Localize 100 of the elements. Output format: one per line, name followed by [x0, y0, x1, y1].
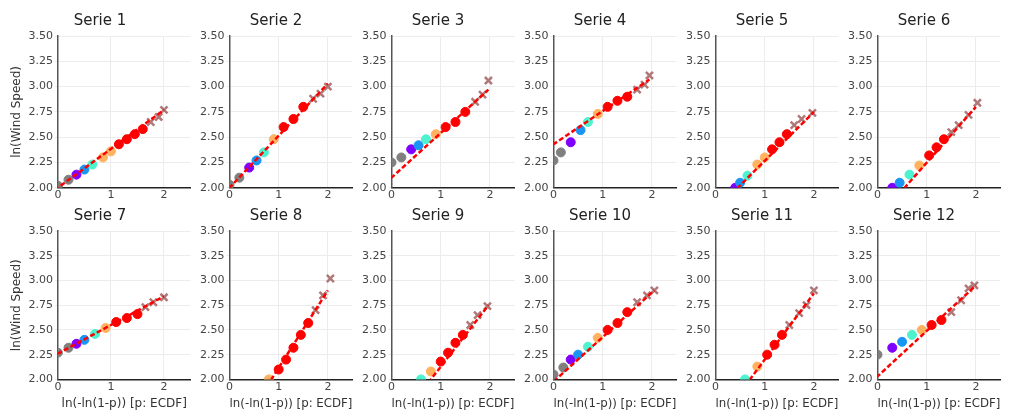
- y-tick-label: 2.50: [361, 130, 387, 144]
- x-tick-label: 2: [324, 379, 332, 393]
- y-tick-label: 3.25: [523, 54, 549, 68]
- y-tick-label: 2.00: [28, 180, 53, 194]
- x-tick-label: 0: [711, 188, 719, 202]
- x-tick-label: 2: [160, 188, 168, 202]
- x-axis-title: ln(-ln(1-p)) [p: ECDF]: [715, 395, 839, 410]
- point: [809, 285, 819, 296]
- x-tick-label: 0: [549, 188, 557, 202]
- point: [904, 169, 915, 180]
- chart-title: Serie 1: [73, 10, 127, 29]
- chart-title: Serie 9: [411, 205, 465, 224]
- x-tick-label: 1: [275, 188, 283, 202]
- y-tick-label: 2.75: [28, 298, 53, 312]
- point: [887, 342, 898, 353]
- point: [644, 70, 655, 81]
- y-tick-label: 3.25: [523, 248, 549, 262]
- x-axis-title: ln(-ln(1-p)) [p: ECDF]: [391, 395, 515, 410]
- y-tick-label: 2.50: [523, 130, 549, 144]
- y-tick-label: 3.00: [28, 79, 53, 93]
- x-tick-label: 2: [972, 379, 980, 393]
- x-tick-label: 2: [486, 379, 494, 393]
- y-tick-label: 2.50: [361, 322, 387, 336]
- x-axis-title: ln(-ln(1-p)) [p: ECDF]: [61, 395, 187, 410]
- point: [406, 144, 417, 155]
- y-tick-label: 2.00: [523, 372, 549, 386]
- y-tick-label: 2.25: [523, 155, 549, 169]
- x-tick-label: 1: [437, 379, 445, 393]
- y-tick-label: 2.50: [847, 130, 873, 144]
- y-tick-label: 2.00: [361, 372, 387, 386]
- point: [906, 329, 917, 340]
- y-tick-label: 3.25: [361, 248, 387, 262]
- x-tick-label: 0: [54, 188, 62, 202]
- x-tick-label: 1: [923, 188, 931, 202]
- chart-title: Serie 4: [573, 10, 627, 29]
- y-tick-label: 2.25: [28, 155, 53, 169]
- x-tick-label: 2: [486, 188, 494, 202]
- y-tick-label: 3.25: [28, 54, 53, 68]
- y-tick-label: 2.00: [361, 180, 387, 194]
- x-tick-label: 1: [275, 379, 283, 393]
- x-tick-label: 1: [761, 379, 769, 393]
- x-tick-label: 1: [107, 379, 115, 393]
- x-tick-label: 1: [923, 379, 931, 393]
- point: [413, 140, 424, 151]
- y-tick-label: 2.25: [685, 347, 711, 361]
- y-tick-label: 2.75: [199, 104, 225, 118]
- y-tick-label: 2.00: [199, 180, 225, 194]
- point: [555, 147, 566, 158]
- y-tick-label: 3.00: [523, 273, 549, 287]
- y-tick-label: 2.50: [847, 322, 873, 336]
- y-tick-label: 3.50: [847, 223, 873, 237]
- y-tick-label: 2.75: [685, 298, 711, 312]
- point: [972, 98, 983, 108]
- x-tick-label: 1: [599, 188, 607, 202]
- y-tick-label: 2.00: [685, 180, 711, 194]
- chart-title: Serie 11: [730, 205, 794, 224]
- point: [137, 124, 148, 135]
- y-tick-label: 2.00: [28, 372, 53, 386]
- x-tick-label: 2: [972, 188, 980, 202]
- point: [565, 354, 576, 365]
- chart-title: Serie 10: [568, 205, 632, 224]
- y-tick-label: 3.25: [685, 248, 711, 262]
- chart-title: Serie 3: [411, 10, 465, 29]
- y-tick-label: 3.50: [28, 223, 53, 237]
- x-tick-label: 2: [810, 379, 818, 393]
- y-tick-label: 3.50: [523, 223, 549, 237]
- y-tick-label: 2.50: [28, 130, 53, 144]
- x-axis-title: ln(-ln(1-p)) [p: ECDF]: [877, 395, 1001, 410]
- point: [894, 177, 905, 188]
- x-axis-title: ln(-ln(1-p)) [p: ECDF]: [553, 395, 677, 410]
- chart-title: Serie 7: [73, 205, 127, 224]
- point: [916, 324, 927, 335]
- y-axis-title: ln(Wind Speed): [9, 259, 24, 352]
- y-tick-label: 3.50: [847, 28, 873, 42]
- chart-title: Serie 2: [249, 10, 303, 29]
- y-tick-label: 2.25: [523, 347, 549, 361]
- y-tick-label: 2.00: [199, 372, 225, 386]
- x-tick-label: 0: [225, 188, 233, 202]
- y-tick-label: 3.50: [685, 223, 711, 237]
- y-tick-label: 2.75: [28, 104, 53, 118]
- y-tick-label: 2.00: [685, 372, 711, 386]
- y-tick-label: 3.50: [361, 223, 387, 237]
- y-tick-label: 2.50: [523, 322, 549, 336]
- point: [325, 273, 336, 284]
- x-tick-label: 0: [54, 379, 62, 393]
- x-tick-label: 1: [761, 188, 769, 202]
- y-tick-label: 2.25: [847, 347, 873, 361]
- y-tick-label: 3.00: [199, 273, 225, 287]
- y-tick-label: 3.00: [685, 273, 711, 287]
- x-tick-label: 0: [873, 379, 881, 393]
- y-tick-label: 2.75: [199, 298, 225, 312]
- y-tick-label: 3.25: [847, 248, 873, 262]
- x-tick-label: 2: [324, 188, 332, 202]
- chart-title: Serie 12: [892, 205, 956, 224]
- y-tick-label: 3.25: [199, 248, 225, 262]
- y-tick-label: 2.75: [685, 104, 711, 118]
- chart-title: Serie 6: [897, 10, 951, 29]
- y-tick-label: 3.25: [685, 54, 711, 68]
- x-tick-label: 2: [160, 379, 168, 393]
- y-tick-label: 3.00: [361, 79, 387, 93]
